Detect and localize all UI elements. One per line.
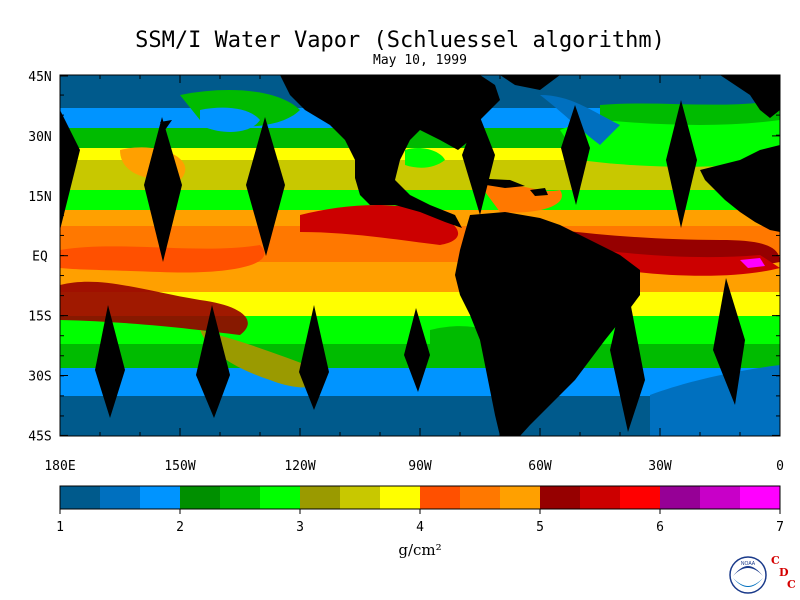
lat-label-3: EQ [32,250,48,265]
colorbar-swatch-4 [220,486,261,509]
chart-title: SSM/I Water Vapor (Schluessel algorithm) [135,28,665,53]
chart-date: May 10, 1999 [373,53,467,68]
colorbar-swatch-1 [100,486,141,509]
colorbar-tick-5: 6 [656,520,664,535]
cdc-letter-c1: C [771,554,780,567]
colorbar-swatch-5 [260,486,301,509]
landmass-greenland-europe-africa [500,75,780,232]
lon-label-5: 30W [648,459,672,474]
colorbar-tick-4: 5 [536,520,544,535]
colorbar-swatch-10 [460,486,501,509]
colorbar-swatch-12 [540,486,581,509]
landmass-south-america [455,212,640,436]
lon-label-1: 150W [164,459,195,474]
colorbar-tick-6: 7 [776,520,784,535]
colorbar-swatch-17 [740,486,781,509]
colorbar-tick-3: 4 [416,520,424,535]
colorbar-tick-1: 2 [176,520,184,535]
lon-label-0: 180E [44,459,75,474]
colorbar-swatch-16 [700,486,741,509]
colorbar-tick-labels: 1 2 3 4 5 6 7 [56,520,784,535]
colorbar-swatch-0 [60,486,101,509]
colorbar-tick-2: 3 [296,520,304,535]
noaa-logo-icon: NOAA [729,556,767,594]
water-vapor-field [60,75,780,436]
colorbar-swatch-9 [420,486,461,509]
cdc-letter-d: D [779,566,789,579]
latitude-labels: 45N 30N 15N EQ 15S 30S 45S [28,70,51,444]
data-gap-swaths [60,100,745,432]
cdc-letter-c2: C [787,578,796,591]
landmass-north-america [280,75,500,228]
noaa-logo-text: NOAA [741,561,756,567]
longitude-labels: 180E 150W 120W 90W 60W 30W 0 [44,459,784,474]
colorbar [59,485,781,514]
axis-ticks [59,74,781,437]
lat-label-1: 30N [28,130,51,145]
colorbar-swatch-2 [140,486,181,509]
colorbar-swatch-11 [500,486,541,509]
colorbar-swatch-13 [580,486,621,509]
colorbar-swatch-3 [180,486,221,509]
lat-label-0: 45N [28,70,51,85]
lon-label-4: 60W [528,459,552,474]
cdc-logo: C D C [768,554,798,591]
colorbar-swatch-8 [380,486,421,509]
colorbar-units: g/cm² [398,541,442,559]
lat-label-4: 15S [28,310,51,325]
lat-label-6: 45S [28,429,51,444]
lon-label-2: 120W [284,459,315,474]
lon-label-6: 0 [776,459,784,474]
lat-label-5: 30S [28,370,51,385]
colorbar-tick-0: 1 [56,520,64,535]
lat-label-2: 15N [28,190,51,205]
colorbar-swatch-14 [620,486,661,509]
colorbar-swatch-15 [660,486,701,509]
lon-label-3: 90W [408,459,432,474]
colorbar-swatch-7 [340,486,381,509]
colorbar-swatch-6 [300,486,341,509]
